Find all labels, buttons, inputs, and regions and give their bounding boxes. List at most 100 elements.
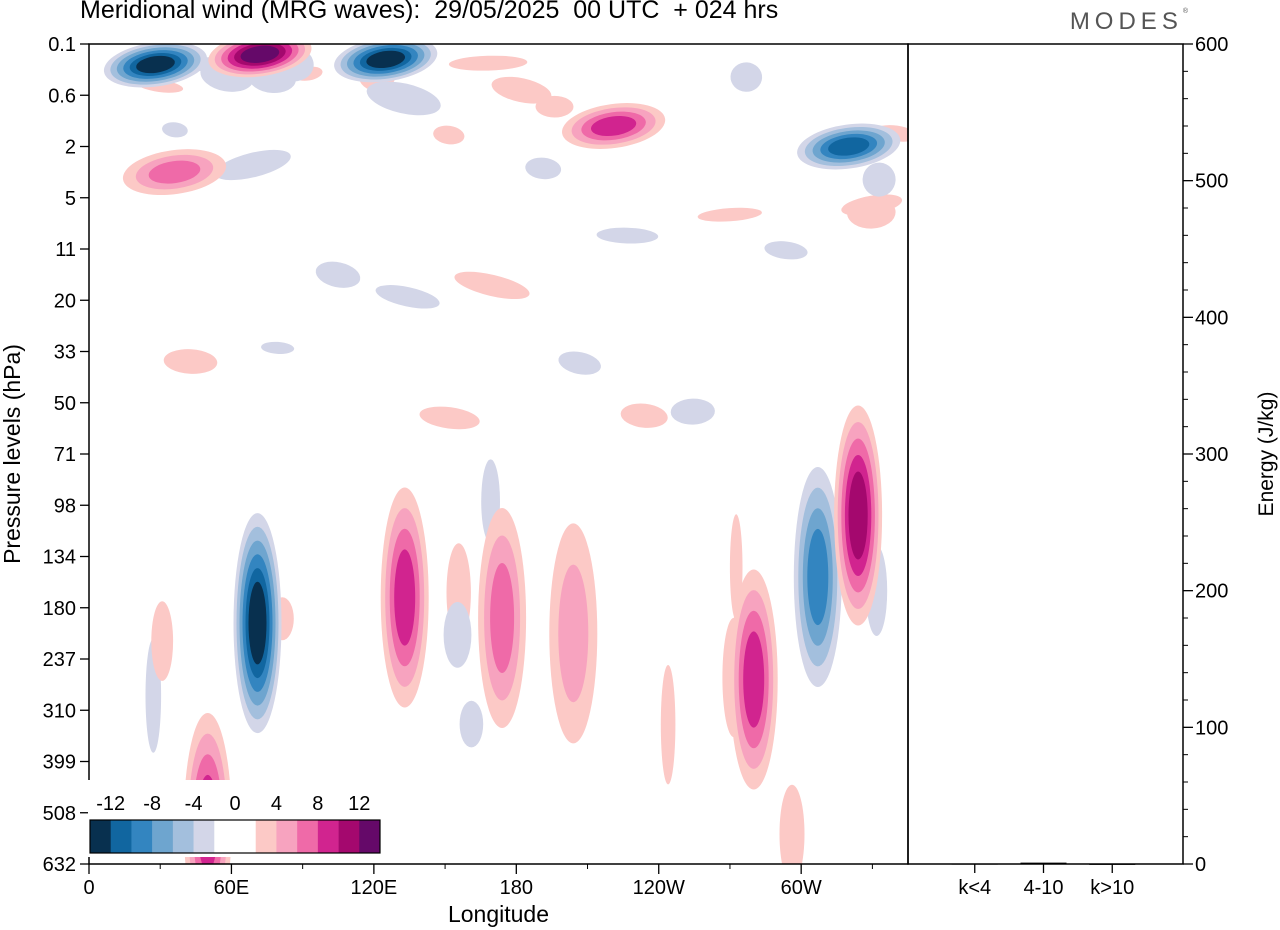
wind-feature-4 [549, 523, 598, 744]
colorbar-swatch [90, 820, 112, 853]
brand-logo: MODES® [1070, 8, 1188, 36]
energy-tick-label: 400 [1195, 307, 1228, 329]
wind-contour [240, 45, 280, 63]
texture-blob [366, 81, 441, 116]
energy-tick-label: 0 [1195, 854, 1206, 876]
colorbar-swatch [235, 820, 257, 853]
wind-contour [148, 160, 201, 184]
registered-mark: ® [1182, 8, 1188, 15]
texture-blob [448, 55, 528, 71]
colorbar-swatch [359, 820, 381, 853]
texture-blob [670, 398, 715, 425]
x-tick-label: 60E [214, 877, 250, 899]
wind-contour [828, 137, 870, 156]
texture-blob [730, 62, 763, 92]
texture-blob [215, 149, 291, 181]
wind-contour [590, 115, 637, 137]
wind-contour [558, 564, 589, 703]
y-tick-label: 11 [55, 239, 76, 261]
texture-blob [764, 241, 808, 260]
texture-blob [660, 665, 676, 785]
colorbar-frame [89, 819, 381, 854]
y-tick-label: 399 [43, 752, 76, 774]
wind-feature-9 [562, 103, 666, 149]
y-tick-label: 632 [43, 854, 76, 876]
colorbar-label: -12 [96, 793, 125, 815]
wind-contour [248, 581, 267, 665]
energy-axis-label: Energy (J/kg) [1255, 392, 1278, 517]
colorbar-label: 4 [271, 793, 282, 815]
colorbar-label: -4 [185, 793, 203, 815]
colorbar-swatch [110, 820, 132, 853]
energy-tick-label: 500 [1195, 171, 1228, 193]
texture-blob [596, 227, 659, 244]
y-tick-label: 237 [43, 649, 76, 671]
y-tick-label: 2 [65, 137, 76, 159]
y-tick-label: 180 [43, 598, 76, 620]
texture-blob [419, 406, 480, 430]
wind-feature-5 [729, 569, 778, 790]
heatmap-texture [136, 45, 908, 864]
wind-feature-6 [793, 467, 842, 687]
texture-blob [151, 601, 174, 681]
texture-blob [162, 122, 188, 138]
y-tick-label: 0.1 [48, 34, 76, 56]
wind-contour [394, 549, 416, 646]
texture-blob [315, 261, 361, 288]
wind-contour [366, 50, 406, 69]
texture-blob [847, 196, 896, 229]
x-tick-label: 0 [83, 877, 94, 899]
y-tick-label: 20 [54, 290, 76, 312]
wind-feature-11 [103, 44, 208, 88]
texture-blob [443, 602, 472, 668]
texture-blob [261, 341, 295, 354]
wind-feature-2 [380, 487, 429, 708]
texture-blob [433, 125, 465, 145]
energy-tick-label: 600 [1195, 34, 1228, 56]
x-tick-label: 120E [351, 877, 398, 899]
energy-bar [1020, 862, 1067, 864]
colorbar-label: 8 [312, 793, 323, 815]
y-tick-label: 50 [54, 393, 76, 415]
texture-blob [459, 700, 484, 748]
colorbar-swatch [214, 820, 236, 853]
y-tick-label: 134 [43, 547, 76, 569]
colorbar-swatch [255, 820, 277, 853]
y-axis-label: Pressure levels (hPa) [0, 344, 25, 564]
colorbar-swatch [152, 820, 174, 853]
energy-tick-label: 100 [1195, 717, 1228, 739]
wind-feature-1 [233, 513, 282, 734]
colorbar-swatch [297, 820, 319, 853]
wind-contour [136, 55, 175, 74]
y-tick-label: 310 [43, 700, 76, 722]
wind-contour [807, 528, 829, 626]
texture-blob [163, 349, 218, 374]
colorbar-label: 0 [229, 793, 240, 815]
brand-name: MODES [1069, 8, 1183, 35]
colorbar-swatch [131, 820, 153, 853]
texture-blob [375, 285, 440, 309]
colorbar-swatch [193, 820, 215, 853]
x-tick-label: 180 [500, 877, 533, 899]
colorbar-swatch [338, 820, 360, 853]
texture-blob [454, 271, 530, 300]
x-tick-label: 60W [781, 877, 822, 899]
energy-tick-label: 300 [1195, 444, 1228, 466]
colorbar-label: 12 [348, 793, 370, 815]
energy-tick-label: 200 [1195, 581, 1228, 603]
texture-blob [558, 351, 601, 375]
heatmap-plot-area [103, 44, 908, 864]
x-axis-label: Longitude [448, 901, 549, 927]
texture-blob [862, 162, 896, 197]
colorbar-swatch [317, 820, 339, 853]
chart-title: Meridional wind (MRG waves): 29/05/2025 … [80, 0, 779, 24]
texture-blob [491, 76, 552, 104]
energy-panel-frame [907, 43, 1184, 865]
y-tick-label: 5 [65, 188, 76, 210]
colorbar-label: -8 [143, 793, 161, 815]
colorbar-swatch [172, 820, 194, 853]
heatmap-features [103, 44, 901, 864]
y-tick-label: 71 [54, 444, 76, 466]
colorbar-swatch [276, 820, 298, 853]
energy-category-label: k<4 [958, 877, 991, 899]
